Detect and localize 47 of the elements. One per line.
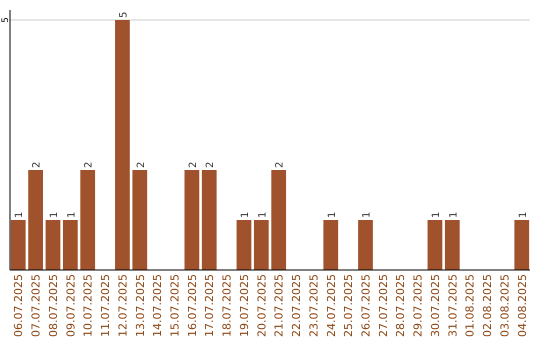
x-tick-label: 22.07.2025 [290, 274, 304, 337]
x-tick-label: 10.07.2025 [82, 274, 95, 337]
x-tick-label: 11.07.2025 [99, 274, 112, 337]
x-tick-label: 12.07.2025 [116, 274, 130, 337]
x-tick-label: 18.07.2025 [220, 274, 234, 337]
data-label: 1 [518, 212, 529, 218]
x-tick-label: 02.08.2025 [481, 274, 494, 337]
x-tick-label: 09.07.2025 [64, 274, 78, 337]
data-label: 2 [136, 162, 147, 168]
data-label: 1 [257, 212, 268, 218]
data-label: 2 [205, 162, 216, 168]
x-tick-label: 28.07.2025 [394, 274, 408, 337]
x-tick-label: 19.07.2025 [238, 274, 251, 337]
x-tick-label: 23.07.2025 [307, 274, 320, 337]
x-tick-label: 03.08.2025 [498, 274, 512, 337]
x-tick-label: 25.07.2025 [342, 274, 356, 337]
x-tick-label: 17.07.2025 [203, 274, 216, 337]
x-tick-label: 06.07.2025 [12, 274, 26, 337]
x-tick-label: 13.07.2025 [134, 274, 147, 337]
x-tick-label: 21.07.2025 [272, 274, 286, 337]
x-tick-label: 01.08.2025 [464, 274, 477, 337]
data-label: 1 [448, 212, 460, 218]
x-tick-label: 14.07.2025 [151, 274, 164, 337]
x-tick-label: 27.07.2025 [376, 274, 390, 337]
data-label: 1 [66, 212, 78, 218]
data-label: 1 [326, 212, 338, 218]
x-tick-label: 08.07.2025 [46, 274, 60, 337]
data-label: 2 [84, 162, 95, 168]
x-tick-label: 24.07.2025 [324, 274, 338, 337]
x-tick-label: 30.07.2025 [428, 274, 442, 337]
data-label: 1 [240, 212, 251, 218]
data-label: 1 [430, 212, 442, 218]
x-tick-label: 29.07.2025 [412, 274, 425, 337]
x-tick-label: 16.07.2025 [186, 274, 199, 337]
x-tick-label: 20.07.2025 [255, 274, 268, 337]
data-label: 2 [274, 162, 286, 168]
x-tick-label: 04.08.2025 [516, 274, 529, 337]
data-label: 5 [118, 12, 130, 18]
data-label: 1 [361, 212, 372, 218]
data-label: 2 [32, 162, 43, 168]
x-tick-label: 15.07.2025 [168, 274, 182, 337]
x-tick-label: 07.07.2025 [30, 274, 43, 337]
x-tick-label: 31.07.2025 [446, 274, 460, 337]
data-label: 2 [188, 162, 199, 168]
data-label: 1 [48, 212, 60, 218]
data-label: 1 [14, 212, 26, 218]
x-tick-label: 26.07.2025 [359, 274, 372, 337]
